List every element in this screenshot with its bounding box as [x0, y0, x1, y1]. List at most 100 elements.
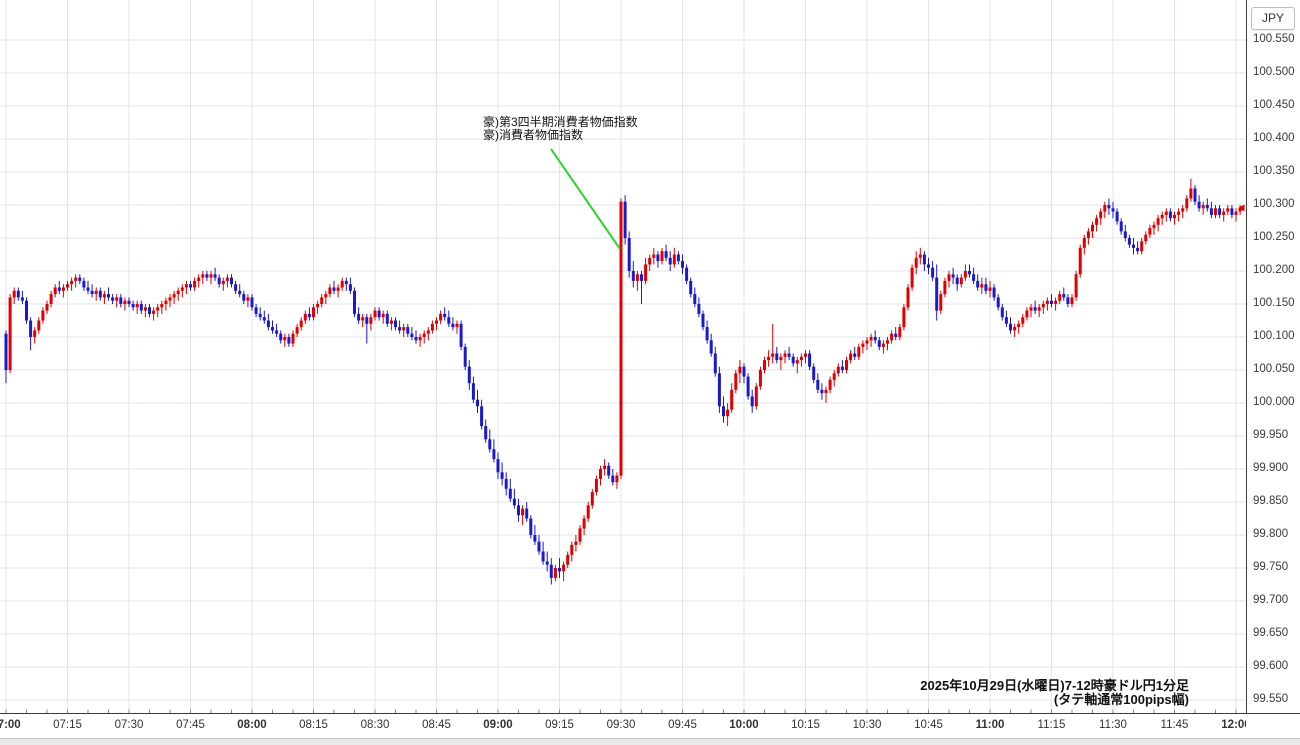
currency-label-box[interactable]: JPY: [1251, 7, 1295, 30]
candle-body: [500, 472, 504, 479]
candle-body: [947, 274, 951, 281]
candle-body: [898, 327, 902, 337]
candle-body: [599, 469, 602, 479]
candle-body: [1070, 297, 1074, 304]
x-axis-label: 09:30: [606, 719, 636, 731]
candle-body: [881, 343, 885, 347]
candle-body: [746, 376, 750, 397]
candle-body: [857, 346, 861, 357]
candle-body: [1201, 205, 1205, 209]
candle-body: [984, 284, 988, 291]
candle-body: [266, 320, 270, 328]
candle-body: [435, 320, 438, 324]
candle-body: [1103, 205, 1107, 212]
candle-body: [102, 294, 106, 298]
candle-body: [488, 439, 492, 450]
candle-body: [389, 320, 393, 324]
candle-body: [1160, 214, 1164, 219]
candle-body: [779, 356, 783, 361]
candle-body: [529, 518, 533, 535]
candle-body: [566, 554, 570, 565]
candle-body: [1226, 208, 1230, 212]
candle-body: [16, 290, 20, 298]
candle-body: [1164, 211, 1168, 215]
candle-body: [74, 277, 78, 281]
y-axis-label: 99.650: [1253, 627, 1289, 639]
candle-body: [180, 287, 184, 291]
y-axis-label: 99.750: [1253, 561, 1289, 573]
candle-body: [451, 323, 455, 328]
candle-body: [361, 317, 365, 321]
x-axis-label: 12:00: [1221, 719, 1246, 731]
candle-body: [406, 327, 410, 334]
x-axis-label: 07:00: [0, 719, 21, 731]
candle-body: [1074, 274, 1078, 298]
candle-body: [840, 366, 844, 370]
candle-body: [537, 541, 541, 552]
candle-body: [299, 320, 303, 328]
y-axis-label: 100.550: [1253, 33, 1295, 45]
y-axis-label: 100.450: [1253, 99, 1295, 111]
chart-caption: 2025年10月29日(水曜日)7-12時豪ドル円1分足 (タテ軸通常100pi…: [920, 679, 1189, 707]
candle-body: [521, 508, 525, 516]
candle-body: [271, 327, 274, 331]
candle-body: [234, 284, 238, 291]
candle-body: [1168, 211, 1172, 219]
candle-body: [1115, 211, 1119, 222]
candle-body: [53, 287, 57, 295]
candle-body: [996, 297, 1000, 308]
candle-body: [209, 274, 213, 278]
candle-body: [86, 287, 90, 291]
candle-body: [344, 280, 348, 285]
candle-body: [328, 287, 332, 295]
candle-body: [439, 313, 443, 321]
candle-body: [951, 274, 955, 278]
candle-body: [33, 330, 37, 337]
candle-body: [115, 297, 119, 301]
candle-body: [668, 257, 672, 265]
candle-body: [70, 280, 74, 285]
candle-body: [422, 333, 426, 337]
candle-body: [1209, 208, 1213, 215]
candle-body: [693, 294, 697, 304]
candle-body: [1099, 211, 1103, 219]
x-axis-label: 09:00: [483, 719, 513, 731]
candle-body: [1054, 300, 1058, 304]
candle-body: [1136, 247, 1140, 252]
candle-body: [250, 297, 254, 308]
candle-body: [660, 251, 664, 262]
candle-body: [143, 307, 147, 311]
x-axis-label: 10:30: [852, 719, 882, 731]
candle-body: [935, 277, 939, 311]
candle-body: [717, 373, 721, 407]
candle-body: [611, 475, 615, 483]
candle-body: [804, 353, 807, 357]
candle-body: [664, 251, 668, 258]
candle-body: [221, 280, 225, 285]
candle-body: [193, 280, 197, 288]
candle-body: [78, 277, 82, 281]
candle-body: [1230, 208, 1234, 215]
y-axis-label: 100.300: [1253, 198, 1295, 210]
candle-body: [394, 320, 397, 328]
candle-body: [992, 287, 996, 298]
candle-body: [1140, 241, 1144, 252]
candle-body: [156, 307, 160, 311]
bottom-scrollbar-strip[interactable]: [0, 738, 1300, 745]
candle-body: [492, 449, 496, 460]
candle-body: [258, 313, 262, 318]
candle-body: [1086, 231, 1090, 238]
candle-body: [1029, 307, 1033, 311]
candle-body: [1000, 307, 1004, 318]
candle-body: [767, 356, 771, 361]
y-axis-label: 99.900: [1253, 462, 1289, 474]
candle-body: [877, 340, 881, 347]
x-axis-label: 11:00: [975, 719, 1005, 731]
candle-body: [1009, 323, 1012, 331]
candle-body: [722, 406, 725, 417]
candle-body: [939, 294, 943, 311]
candle-body: [496, 459, 500, 473]
candle-body: [910, 267, 914, 288]
candle-body: [927, 264, 930, 268]
